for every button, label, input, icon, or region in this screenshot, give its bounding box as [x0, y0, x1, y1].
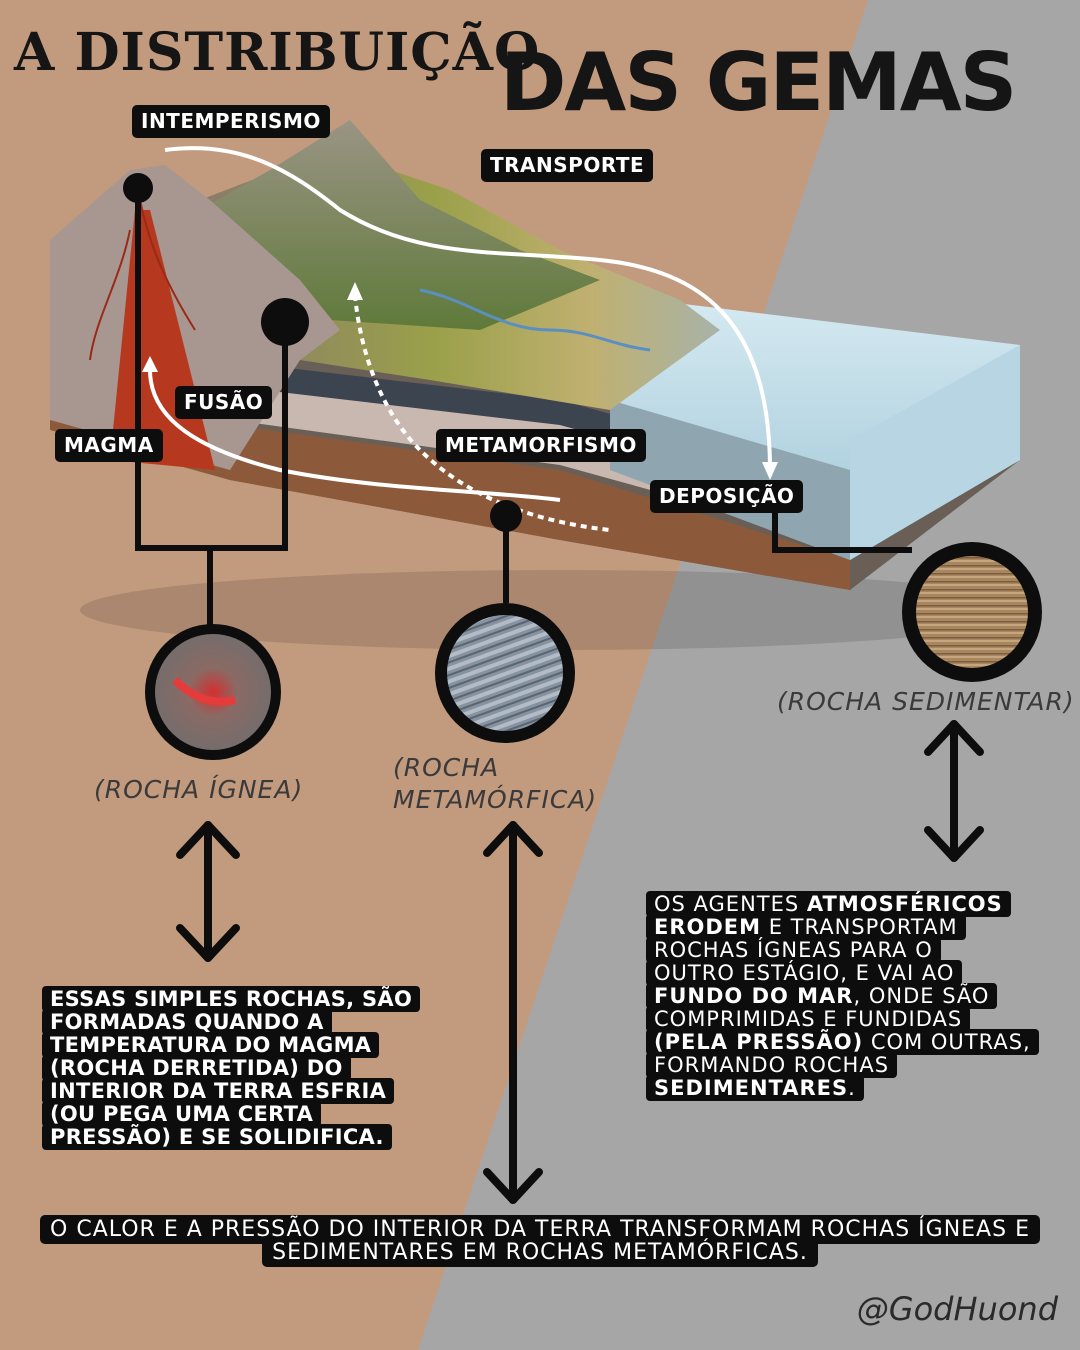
igneous-line: FORMADAS QUANDO A [42, 1009, 332, 1035]
sedimentary-description: OS AGENTES ATMOSFÉRICOS ERODEM E TRANSPO… [646, 891, 1066, 1101]
igneous-line: (ROCHA DERRETIDA) DO [42, 1055, 351, 1081]
author-credit: @GodHuond [856, 1290, 1058, 1328]
rock-label-metamorfica-line2: METAMÓRFICA) [393, 785, 598, 814]
page-title-line2: DAS GEMAS [500, 36, 1017, 129]
sedimentary-line: ERODEM E TRANSPORTAM [646, 914, 966, 940]
label-metamorfismo: METAMORFISMO [436, 429, 646, 462]
label-magma: MAGMA [55, 429, 163, 462]
sed-text: E TRANSPORTAM [761, 915, 958, 939]
sed-text: COM OUTRAS, [863, 1030, 1031, 1054]
sedimentary-line: SEDIMENTARES. [646, 1075, 864, 1101]
sedimentary-line: OUTRO ESTÁGIO, E VAI AO [646, 960, 963, 986]
sedimentary-line: COMPRIMIDAS E FUNDIDAS [646, 1006, 971, 1032]
igneous-description: ESSAS SIMPLES ROCHAS, SÃO FORMADAS QUAND… [42, 986, 422, 1150]
igneous-line: ESSAS SIMPLES ROCHAS, SÃO [42, 986, 421, 1012]
igneous-line: PRESSÃO) E SE SOLIDIFICA. [42, 1124, 392, 1150]
sed-bold: SEDIMENTARES [654, 1076, 849, 1100]
igneous-line: (OU PEGA UMA CERTA [42, 1101, 322, 1127]
sed-bold: ATMOSFÉRICOS [806, 892, 1003, 916]
sedimentary-line: FUNDO DO MAR, ONDE SÃO [646, 983, 998, 1009]
rock-label-ignea: (ROCHA ÍGNEA) [94, 775, 304, 804]
rock-label-metamorfica-line1: (ROCHA [393, 753, 500, 782]
sed-text: , ONDE SÃO [853, 984, 990, 1008]
rock-label-metamorfica: (ROCHA METAMÓRFICA) [393, 752, 597, 816]
sedimentary-line: FORMANDO ROCHAS [646, 1052, 898, 1078]
label-deposicao: DEPOSIÇÃO [650, 480, 804, 513]
igneous-line: INTERIOR DA TERRA ESFRIA [42, 1078, 395, 1104]
label-transporte: TRANSPORTE [481, 149, 654, 182]
metamorphic-line2: SEDIMENTARES EM ROCHAS METAMÓRFICAS. [262, 1238, 818, 1267]
label-fusao: FUSÃO [175, 386, 273, 419]
igneous-line: TEMPERATURA DO MAGMA [42, 1032, 380, 1058]
rock-label-sedimentar: (ROCHA SEDIMENTAR) [777, 687, 1075, 716]
sed-bold: (PELA PRESSÃO) [654, 1030, 864, 1054]
sedimentary-line: OS AGENTES ATMOSFÉRICOS [646, 891, 1011, 917]
sed-bold: FUNDO DO MAR [654, 984, 854, 1008]
sedimentary-line: (PELA PRESSÃO) COM OUTRAS, [646, 1029, 1039, 1055]
sedimentary-line: ROCHAS ÍGNEAS PARA O [646, 937, 941, 963]
sed-text: OS AGENTES [654, 892, 807, 916]
page-title-line1: A DISTRIBUIÇÃO [14, 22, 541, 83]
sed-bold: ERODEM [654, 915, 762, 939]
label-intemperismo: INTEMPERISMO [132, 105, 330, 138]
metamorphic-description: O CALOR E A PRESSÃO DO INTERIOR DA TERRA… [30, 1215, 1050, 1267]
sed-text: . [848, 1076, 856, 1100]
